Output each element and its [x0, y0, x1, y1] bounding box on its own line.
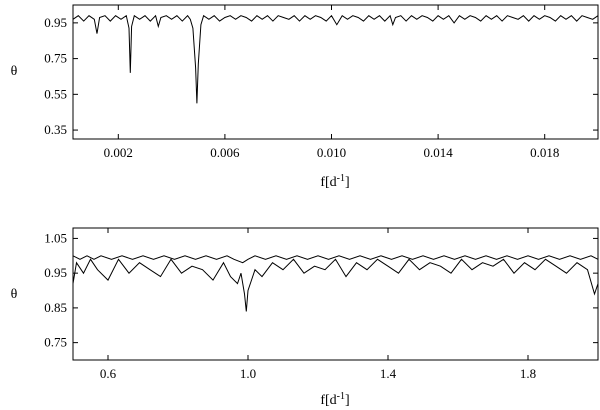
- top-panel: 0.002 0.006 0.010 0.014 0.018 0.35 0.55 0.75 0.9…: [11, 4, 599, 191]
- bottom-y-tick-label: 0.85: [44, 300, 67, 315]
- top-x-tick-label: 0.010: [317, 145, 346, 160]
- top-x-tick-label: 0.002: [104, 145, 133, 160]
- top-y-axis-label: θ: [11, 64, 18, 79]
- top-y-tick-label: 0.55: [44, 86, 67, 101]
- top-x-tick-label: 0.018: [530, 145, 559, 160]
- bottom-x-tick-label: 1.8: [520, 366, 536, 381]
- bottom-panel: 0.6 1.0 1.4 1.8 0.75 0.85 0.95 1.05 θ f[d-1]: [11, 227, 599, 409]
- bottom-y-tick-label: 0.95: [44, 265, 67, 280]
- top-ticks: 0.002 0.006 0.010 0.014 0.018 0.35 0.55 0.75 0.9…: [44, 5, 598, 160]
- bottom-y-tick-label: 1.05: [44, 230, 67, 245]
- top-x-tick-label: 0.006: [210, 145, 240, 160]
- bottom-y-axis-label: θ: [11, 287, 18, 302]
- bottom-x-tick-label: 1.4: [380, 366, 397, 381]
- top-series-line: [72, 14, 599, 104]
- bottom-y-tick-label: 0.75: [44, 335, 67, 350]
- top-y-tick-label: 0.35: [44, 122, 67, 137]
- bottom-x-tick-label: 1.0: [240, 366, 256, 381]
- top-x-axis-label: f[d-1]: [320, 173, 349, 191]
- bottom-plot-frame: [72, 227, 599, 361]
- bottom-ticks: 0.6 1.0 1.4 1.8 0.75 0.85 0.95 1.05: [44, 228, 598, 381]
- top-y-tick-label: 0.95: [44, 15, 67, 30]
- top-y-tick-label: 0.75: [44, 51, 67, 66]
- bottom-x-axis-label: f[d-1]: [320, 391, 349, 409]
- bottom-series-line: [72, 258, 599, 312]
- top-plot-frame: [72, 4, 599, 140]
- bottom-x-tick-label: 0.6: [100, 366, 117, 381]
- top-x-tick-label: 0.014: [423, 145, 453, 160]
- bottom-series-envelope: [72, 255, 599, 264]
